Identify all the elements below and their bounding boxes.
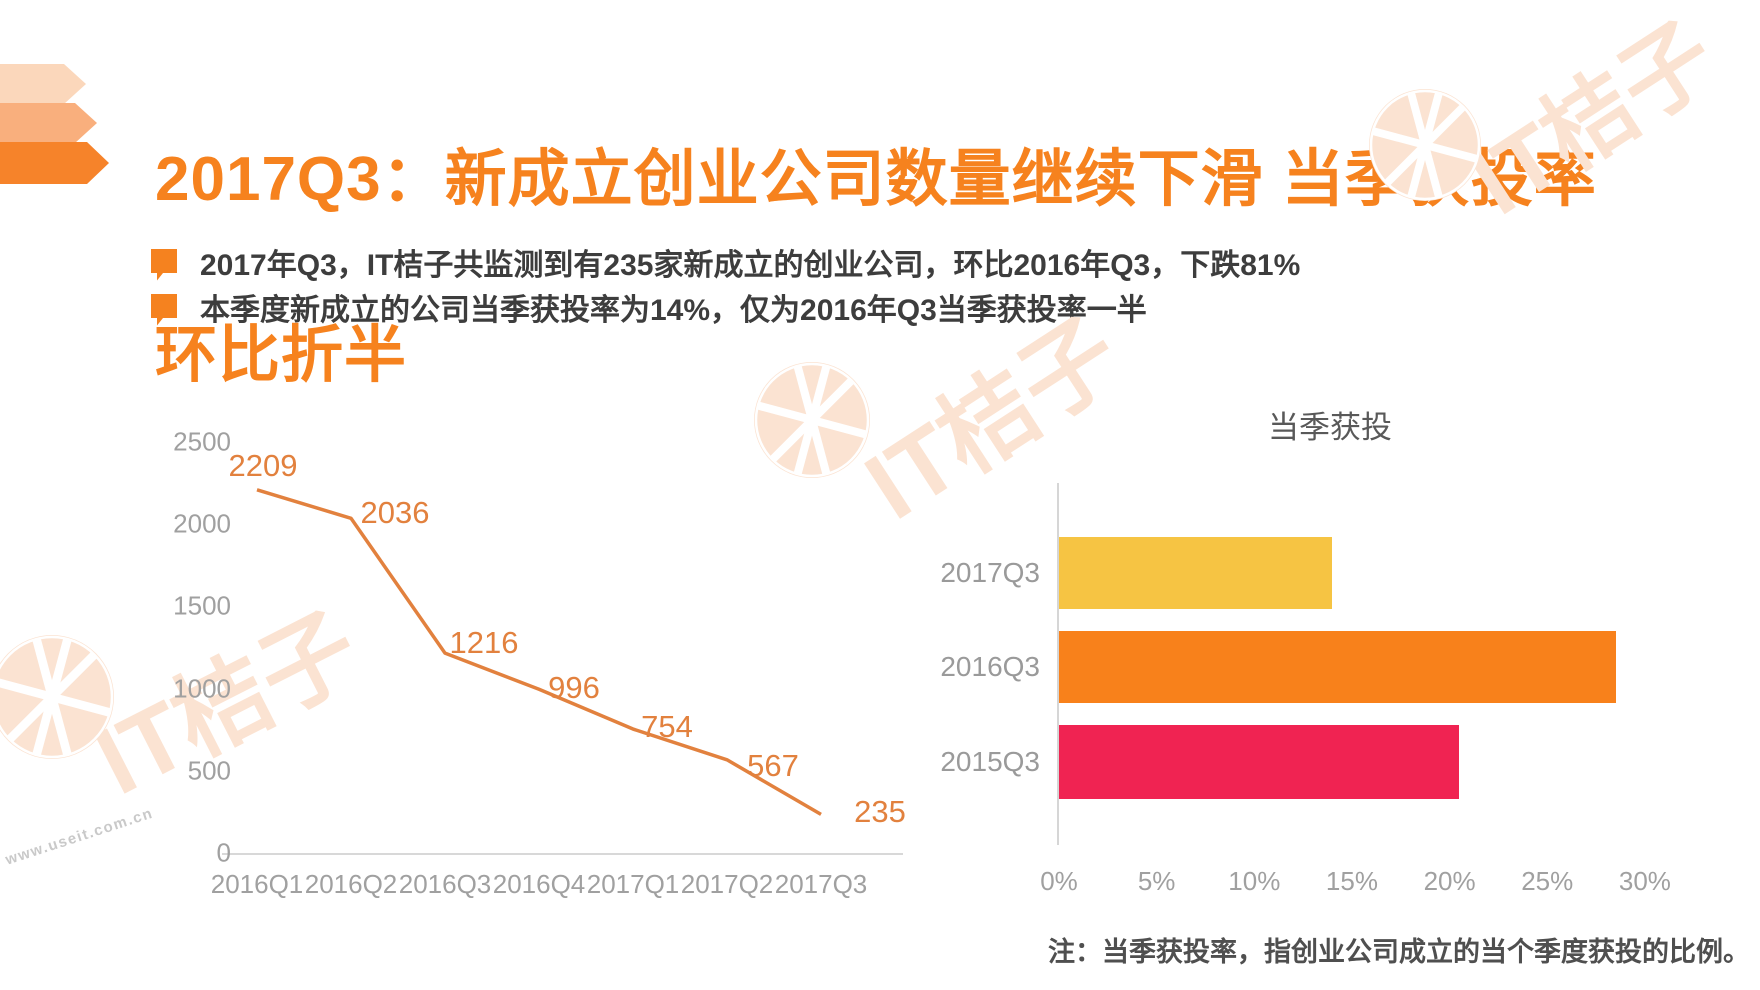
bar-category-label: 2015Q3: [940, 746, 1040, 777]
bar-x-tick-label: 10%: [1228, 866, 1281, 896]
x-tick-label: 2016Q4: [492, 869, 586, 899]
bar-category-label: 2016Q3: [940, 651, 1040, 682]
brand-logo-watermark-left: [0, 635, 114, 759]
data-label: 235: [854, 794, 906, 830]
site-watermark: www.useit.com.cn: [3, 804, 156, 869]
slice-divider: [793, 365, 831, 475]
data-label: 567: [747, 747, 799, 783]
slice-ring: [0, 635, 114, 759]
bullet-item-1: 2017年Q3，IT桔子共监测到有235家新成立的创业公司，环比2016年Q3，…: [150, 248, 1300, 284]
y-tick-label: 2000: [173, 508, 231, 539]
bar-2016Q3: [1059, 631, 1616, 703]
x-tick-label: 2016Q2: [304, 869, 398, 899]
data-label: 2036: [360, 495, 430, 531]
data-label: 2209: [228, 447, 298, 483]
x-tick-label: 2016Q3: [398, 869, 492, 899]
slice-ring: [754, 362, 870, 478]
slice-divider: [1407, 92, 1443, 198]
chevron-decoration-light: [0, 64, 86, 104]
bar-x-tick-label: 25%: [1521, 866, 1574, 896]
bar-x-tick-label: 15%: [1325, 866, 1378, 896]
chevron-decoration-dark: [0, 142, 109, 184]
bar-2017Q3: [1059, 537, 1333, 609]
bullet-marker-icon: [151, 294, 177, 326]
bar-chart-title: 当季获投: [1268, 410, 1392, 445]
y-tick-label: 500: [187, 755, 231, 786]
x-tick-label: 2017Q1: [586, 869, 680, 899]
x-tick-label: 2016Q1: [210, 869, 304, 899]
footnote: 注：当季获投率，指创业公司成立的当个季度获投的比例。: [1048, 937, 1750, 967]
bar-x-tick-label: 20%: [1423, 866, 1476, 896]
bar-category-label: 2017Q3: [940, 557, 1040, 588]
bar-x-tick-label: 5%: [1137, 866, 1176, 896]
chevron-decoration-mid: [0, 103, 97, 143]
data-label: 1216: [449, 625, 519, 661]
line-series: [256, 488, 822, 816]
x-tick-label: 2017Q3: [774, 869, 868, 899]
bullet-item-2: 本季度新成立的公司当季获投率为14%，仅为2016年Q3当季获投率一半: [150, 293, 1147, 329]
bullet-text-2: 本季度新成立的公司当季获投率为14%，仅为2016年Q3当季获投率一半: [200, 294, 1147, 327]
slice-ring: [1369, 89, 1481, 201]
bar-x-tick-label: 30%: [1618, 866, 1671, 896]
bullet-text-1: 2017年Q3，IT桔子共监测到有235家新成立的创业公司，环比2016年Q3，…: [200, 249, 1301, 282]
y-tick-label: 1000: [173, 673, 231, 704]
data-label: 996: [548, 670, 600, 706]
y-tick-label: 0: [216, 837, 231, 868]
y-tick-label: 1500: [173, 590, 231, 621]
brand-logo-watermark-center: [754, 362, 870, 478]
bullet-marker-icon: [151, 249, 177, 281]
slice-divider: [32, 638, 72, 756]
x-tick-label: 2017Q2: [680, 869, 774, 899]
brand-logo-watermark-topright: [1369, 89, 1481, 201]
bar-2015Q3: [1059, 725, 1460, 799]
bar-x-tick-label: 0%: [1040, 866, 1078, 896]
data-label: 754: [641, 709, 693, 745]
y-tick-label: 2500: [173, 426, 231, 457]
page-title-line2: 环比折半: [155, 321, 408, 391]
